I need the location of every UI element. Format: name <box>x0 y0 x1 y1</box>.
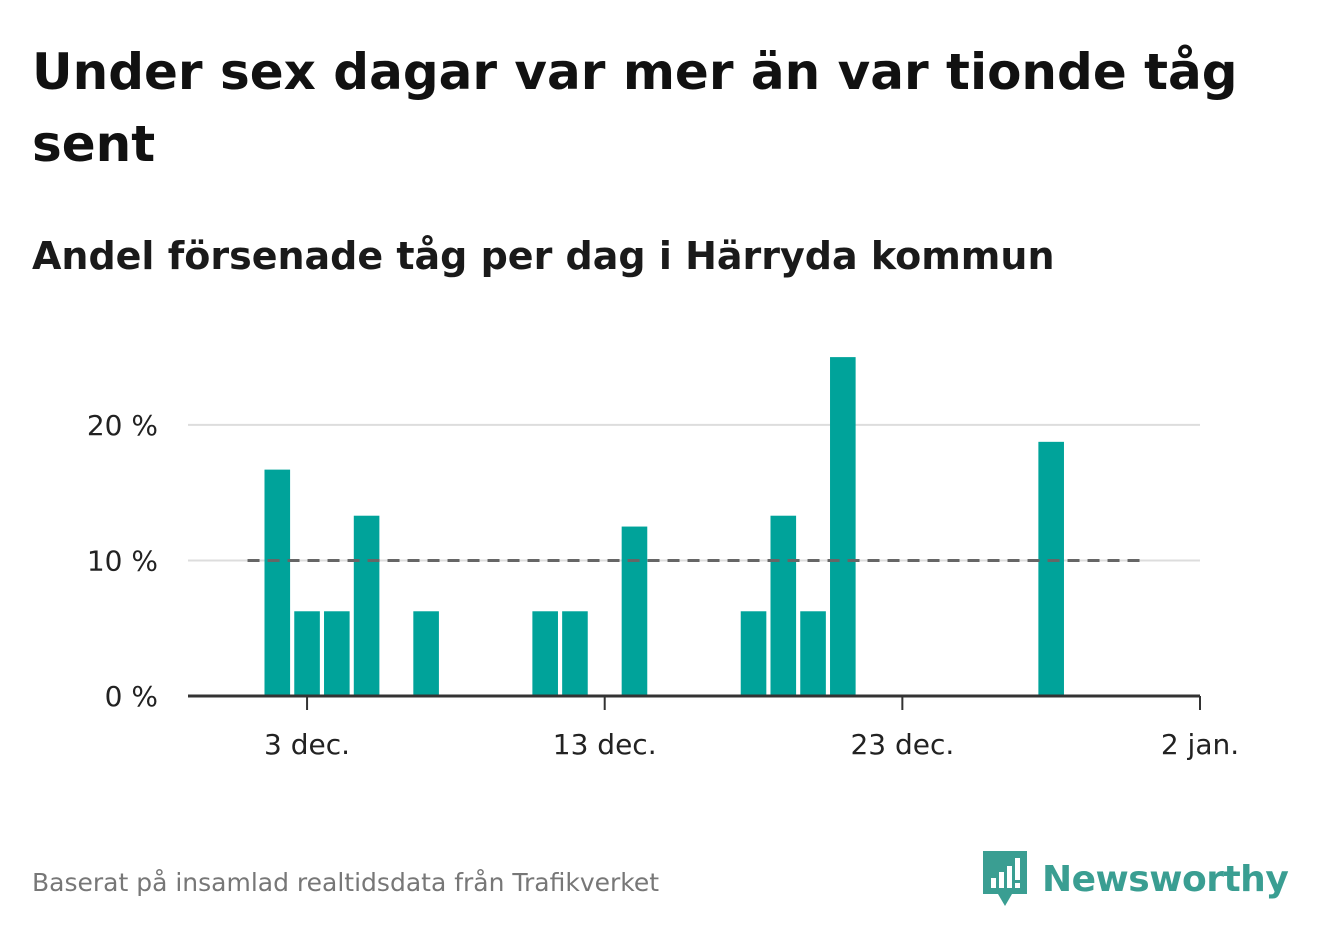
y-tick-label: 20 % <box>87 409 158 442</box>
bar-chart: 0 % 10 % 20 % 3 dec. 13 dec. 23 dec. 2 jan. <box>87 357 1239 761</box>
bar <box>830 357 856 696</box>
axes: 0 % 10 % 20 % 3 dec. 13 dec. 23 dec. 2 jan. <box>87 409 1239 761</box>
bar <box>413 611 439 696</box>
bar <box>353 515 380 696</box>
x-tick-label: 13 dec. <box>553 728 657 761</box>
bars <box>264 357 1064 696</box>
bar <box>264 469 291 696</box>
newsworthy-logo: Newsworthy <box>980 848 1289 910</box>
chart-subtitle: Andel försenade tåg per dag i Härryda ko… <box>32 234 1055 278</box>
bar <box>294 611 320 696</box>
x-tick-label: 23 dec. <box>850 728 954 761</box>
y-tick-label: 0 % <box>105 680 158 713</box>
x-tick-label: 2 jan. <box>1161 728 1239 761</box>
bar <box>324 611 350 696</box>
bar <box>770 515 797 696</box>
bar <box>562 611 588 696</box>
bar <box>532 611 558 696</box>
bar <box>740 611 767 696</box>
bar <box>800 611 826 696</box>
bar <box>621 526 648 696</box>
logo-wordmark: Newsworthy <box>1042 858 1289 900</box>
y-tick-label: 10 % <box>87 544 158 577</box>
chart-title: Under sex dagar var mer än var tionde tå… <box>32 43 1238 173</box>
logo-icon <box>983 851 1027 906</box>
bar <box>1038 441 1064 696</box>
source-note: Baserat på insamlad realtidsdata från Tr… <box>32 868 660 897</box>
x-tick-label: 3 dec. <box>264 728 350 761</box>
